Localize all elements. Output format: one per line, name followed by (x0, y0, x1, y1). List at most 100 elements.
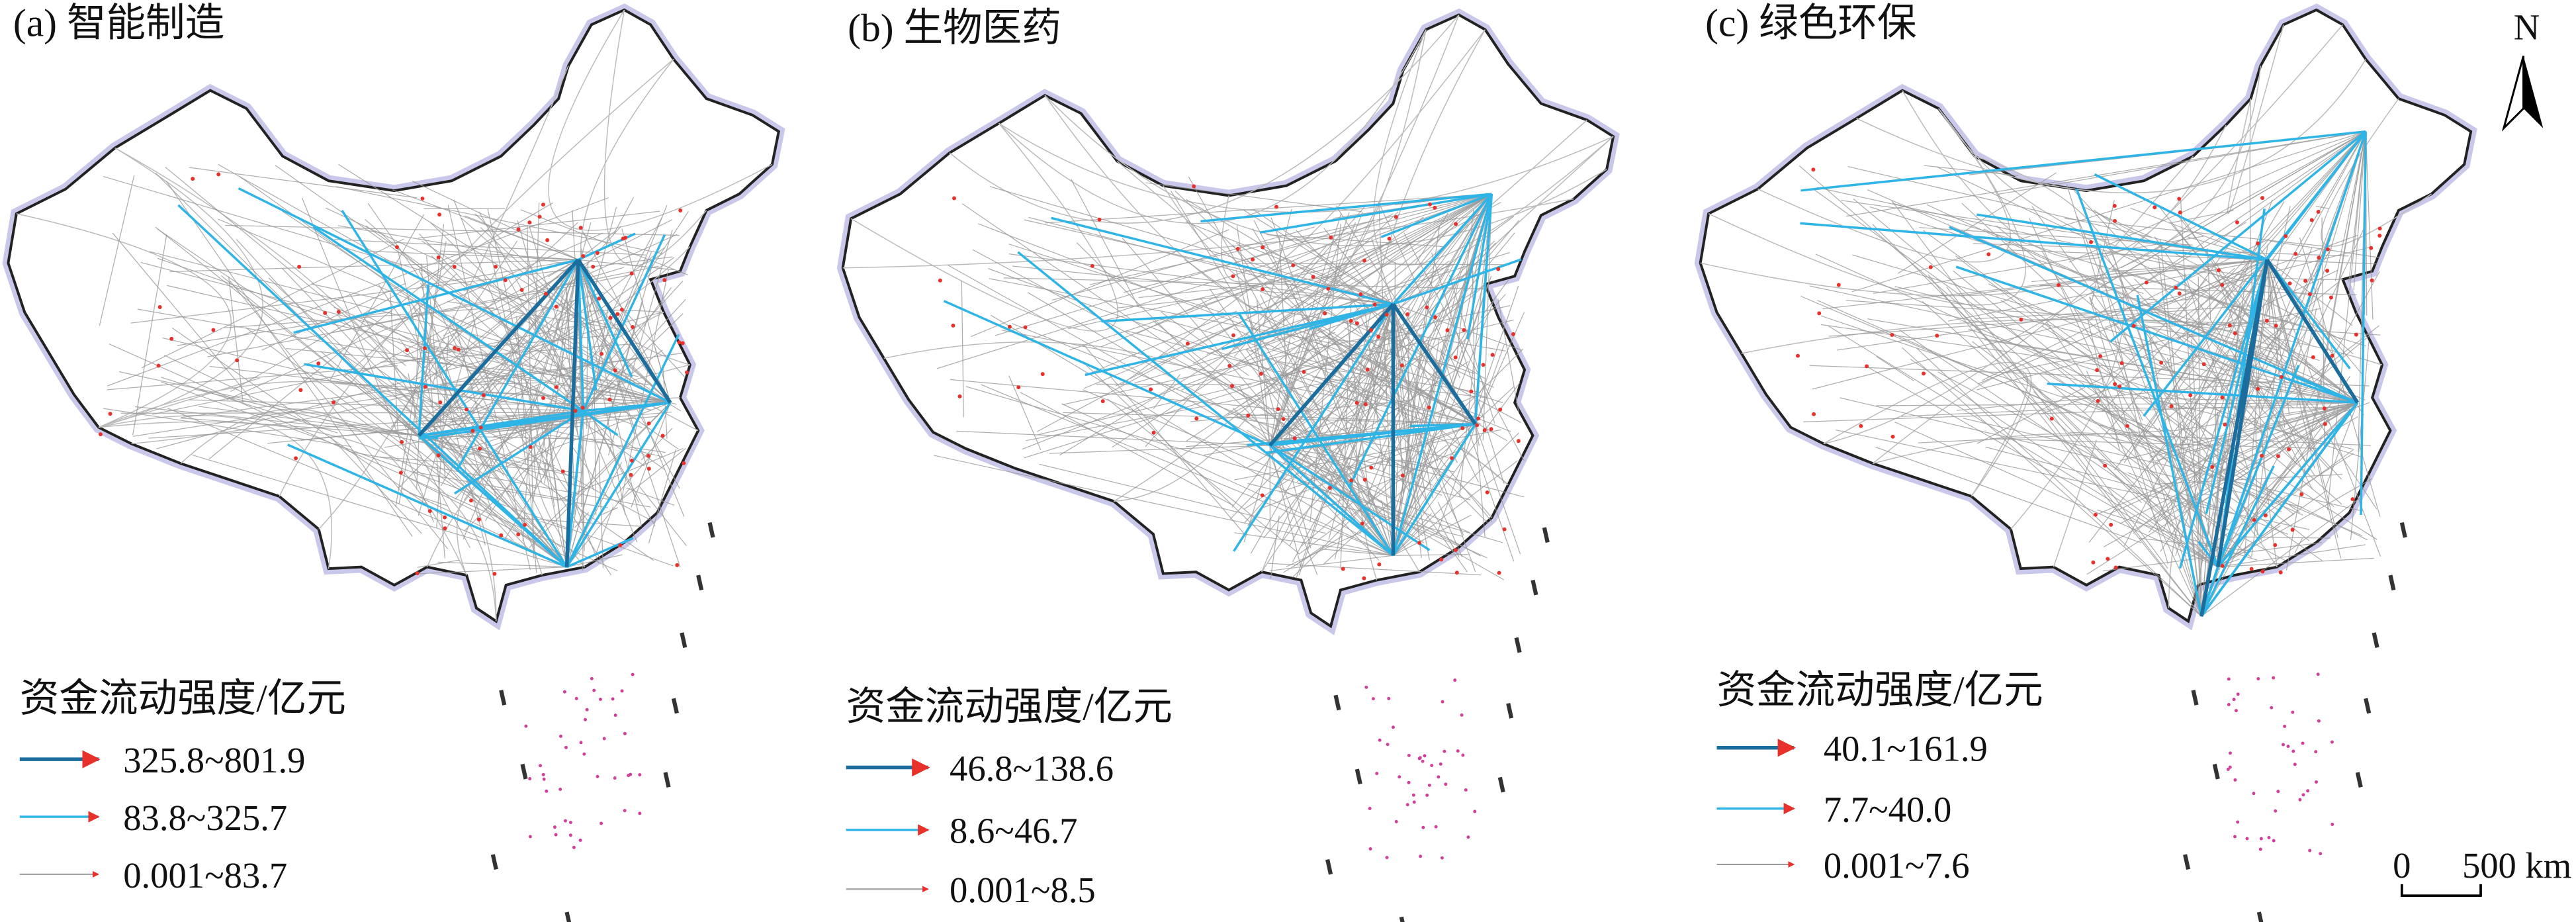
city-node (211, 328, 216, 332)
flow-weak (1372, 307, 1444, 470)
flow-weak (1353, 304, 1394, 443)
flow-weak (989, 186, 1394, 304)
island (638, 811, 642, 815)
flow-weak (2353, 131, 2366, 291)
province-border (2053, 439, 2097, 567)
city-node (2307, 292, 2312, 297)
flow-weak (1339, 271, 1437, 477)
flow-weak (239, 176, 645, 467)
city-node (1377, 562, 1382, 567)
city-node (2093, 512, 2098, 517)
island (2316, 672, 2320, 676)
island (2291, 710, 2295, 714)
city-node (680, 341, 685, 346)
flow-weak (510, 357, 527, 465)
flow-strong (576, 258, 672, 404)
flow-weak (1272, 241, 1414, 349)
flow-weak (224, 307, 494, 328)
province-border (1708, 156, 2026, 306)
flow-strong (2199, 259, 2269, 617)
flow-weak (1243, 392, 1290, 543)
island (558, 788, 562, 791)
flow-weak (1393, 303, 1523, 351)
flow-weak (2240, 206, 2291, 433)
flow-weak (1474, 312, 1525, 424)
flow-weak (1008, 375, 1042, 451)
island (2228, 765, 2232, 769)
island (1364, 685, 1368, 689)
city-node (216, 172, 221, 177)
flow-medium (1466, 193, 1493, 340)
flow-weak (1392, 339, 1430, 556)
city-node (2299, 492, 2304, 496)
city-node (478, 446, 482, 451)
island (1461, 753, 1465, 757)
island (545, 789, 549, 793)
city-node (1376, 334, 1381, 339)
island (2234, 709, 2238, 713)
city-node (1490, 353, 1495, 357)
city-node (2235, 220, 2239, 225)
flow-weak (230, 281, 449, 549)
flow-weak (309, 365, 567, 568)
city-node (675, 563, 680, 567)
city-node (591, 264, 596, 269)
city-node (481, 393, 486, 398)
city-node (297, 264, 302, 269)
flow-weak (103, 408, 351, 447)
flow-weak (1112, 193, 1492, 448)
city-node (1149, 387, 1153, 392)
flow-weak (1371, 238, 1394, 304)
flow-weak (1235, 269, 1311, 549)
province-border (426, 397, 680, 567)
city-node (2220, 395, 2225, 400)
city-node (1281, 417, 1286, 422)
flow-weak (1941, 292, 2219, 568)
flow-medium (312, 226, 584, 412)
island (2236, 692, 2240, 696)
island (558, 734, 562, 738)
city-node (555, 385, 558, 389)
flow-weak (1345, 313, 1370, 504)
flow-weak (1845, 131, 2366, 217)
flow-weak (1234, 532, 1394, 556)
island (623, 809, 627, 813)
city-node (619, 307, 624, 312)
flow-medium (287, 443, 568, 569)
flow-weak (1815, 254, 2125, 395)
flow-medium (1474, 259, 1488, 424)
flow-weak (2082, 206, 2153, 238)
flow-weak (1269, 212, 1363, 446)
island (2286, 745, 2290, 749)
flow-weak (418, 210, 660, 239)
flow-weak (1192, 193, 1492, 365)
city-node (2287, 447, 2291, 451)
flow-weak (535, 389, 555, 507)
city-node (629, 271, 634, 276)
flow-weak (2255, 131, 2366, 427)
city-node (615, 312, 620, 316)
city-node (169, 336, 174, 341)
boundary-dash (1514, 637, 1522, 653)
flow-strong (1392, 302, 1477, 426)
flow-weak (1257, 211, 1399, 346)
city-node (646, 467, 651, 471)
flow-weak (418, 297, 579, 436)
city-node (662, 278, 667, 283)
province-border (98, 421, 497, 622)
boundary-dash (2256, 911, 2264, 922)
island (1385, 856, 1389, 860)
flow-weak (189, 167, 417, 199)
boundary-dash (2355, 772, 2363, 788)
flow-weak (1378, 203, 1394, 556)
flow-weak (522, 410, 533, 541)
flow-weak (1002, 330, 1476, 425)
flow-weak (1170, 190, 1394, 556)
flow-weak (418, 387, 539, 436)
city-node (2290, 528, 2295, 532)
flow-medium (2047, 383, 2358, 404)
flow-weak (1277, 432, 1429, 453)
flow-medium (2217, 402, 2359, 568)
flow-weak (578, 259, 685, 517)
flow-weak (2242, 248, 2332, 388)
